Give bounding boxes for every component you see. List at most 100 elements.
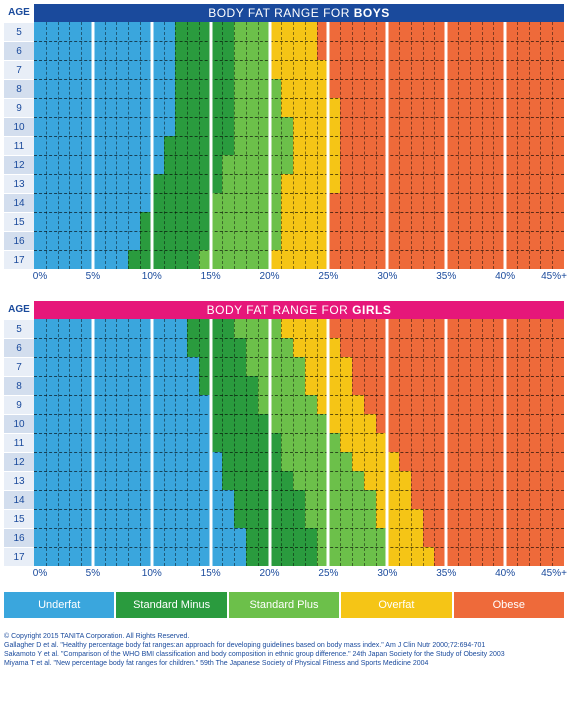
grid-hline: [34, 414, 564, 415]
segment: [34, 509, 234, 528]
age-cell: 10: [4, 117, 34, 136]
segment: [234, 117, 293, 136]
segment: [340, 155, 564, 174]
grid-hline: [34, 174, 564, 175]
legend-item: Underfat: [4, 592, 114, 618]
grid-major-vline: [445, 319, 448, 566]
grid-hline: [34, 212, 564, 213]
segment: [164, 155, 223, 174]
segment: [340, 136, 564, 155]
segment: [34, 136, 164, 155]
grid-major-vline: [445, 22, 448, 269]
data-row: [34, 490, 564, 509]
segment: [340, 174, 564, 193]
segment: [175, 117, 234, 136]
legend-item: Standard Plus: [229, 592, 339, 618]
age-cell: 6: [4, 41, 34, 60]
data-row: [34, 528, 564, 547]
age-cell: 13: [4, 174, 34, 193]
data-row: [34, 193, 564, 212]
grid-major-vline: [91, 22, 94, 269]
plot-area: [34, 319, 564, 566]
plot-area: [34, 22, 564, 269]
grid-hline: [34, 376, 564, 377]
x-tick: 30%: [377, 271, 397, 282]
chart-title: BODY FAT RANGE FOR BOYS: [34, 4, 564, 22]
grid-major-vline: [91, 319, 94, 566]
segment: [34, 490, 234, 509]
segment: [199, 376, 258, 395]
age-cell: 16: [4, 231, 34, 250]
data-row: [34, 357, 564, 376]
footer: © Copyright 2015 TANITA Corporation. All…: [4, 632, 564, 668]
chart-title-prefix: BODY FAT RANGE FOR: [207, 303, 353, 317]
data-row: [34, 60, 564, 79]
data-row: [34, 452, 564, 471]
data-row: [34, 98, 564, 117]
grid-major-vline: [150, 22, 153, 269]
segment: [234, 60, 269, 79]
girls-chart: AGEBODY FAT RANGE FOR GIRLS5678910111213…: [4, 301, 564, 582]
x-tick: 25%: [318, 568, 338, 579]
segment: [234, 136, 293, 155]
age-cell: 8: [4, 79, 34, 98]
segment: [175, 22, 234, 41]
segment: [281, 98, 340, 117]
grid-major-vline: [504, 319, 507, 566]
grid-hline: [34, 357, 564, 358]
segment: [211, 414, 270, 433]
x-tick: 0%: [33, 568, 47, 579]
data-row: [34, 212, 564, 231]
segment: [187, 338, 246, 357]
grid-hline: [34, 250, 564, 251]
x-tick: 45%+: [541, 271, 567, 282]
grid-hline: [34, 471, 564, 472]
grid-major-vline: [268, 22, 271, 269]
legend: UnderfatStandard MinusStandard PlusOverf…: [4, 592, 564, 618]
x-tick: 35%: [436, 271, 456, 282]
grid-hline: [34, 98, 564, 99]
grid-hline: [34, 155, 564, 156]
age-cell: 9: [4, 395, 34, 414]
age-cell: 12: [4, 452, 34, 471]
segment: [34, 212, 140, 231]
segment: [34, 155, 164, 174]
x-tick: 45%+: [541, 568, 567, 579]
segment: [317, 41, 564, 60]
chart-title-bold: GIRLS: [352, 303, 391, 317]
x-axis: 0%5%10%15%20%25%30%35%40%45%+: [34, 269, 564, 285]
data-row: [34, 338, 564, 357]
legend-item: Overfat: [341, 592, 451, 618]
segment: [152, 193, 211, 212]
segment: [234, 41, 269, 60]
grid-area: 567891011121314151617: [4, 22, 564, 269]
grid-major-vline: [209, 22, 212, 269]
data-row: [34, 414, 564, 433]
grid-hline: [34, 231, 564, 232]
footer-line: © Copyright 2015 TANITA Corporation. All…: [4, 632, 564, 641]
age-cell: 12: [4, 155, 34, 174]
segment: [222, 174, 281, 193]
age-cell: 17: [4, 250, 34, 269]
data-row: [34, 509, 564, 528]
grid-major-vline: [386, 22, 389, 269]
legend-item: Obese: [454, 592, 564, 618]
grid-hline: [34, 136, 564, 137]
data-row: [34, 136, 564, 155]
age-cell: 10: [4, 414, 34, 433]
segment: [364, 395, 564, 414]
data-row: [34, 22, 564, 41]
footer-line: Sakamoto Y et al. "Comparison of the WHO…: [4, 650, 564, 659]
age-cell: 14: [4, 193, 34, 212]
age-column: 567891011121314151617: [4, 22, 34, 269]
data-row: [34, 155, 564, 174]
x-tick: 30%: [377, 568, 397, 579]
segment: [270, 414, 329, 433]
grid-hline: [34, 490, 564, 491]
grid-hline: [34, 509, 564, 510]
segment: [34, 433, 211, 452]
segment: [281, 174, 340, 193]
x-tick: 40%: [495, 271, 515, 282]
chart-title: BODY FAT RANGE FOR GIRLS: [34, 301, 564, 319]
x-tick: 20%: [260, 271, 280, 282]
